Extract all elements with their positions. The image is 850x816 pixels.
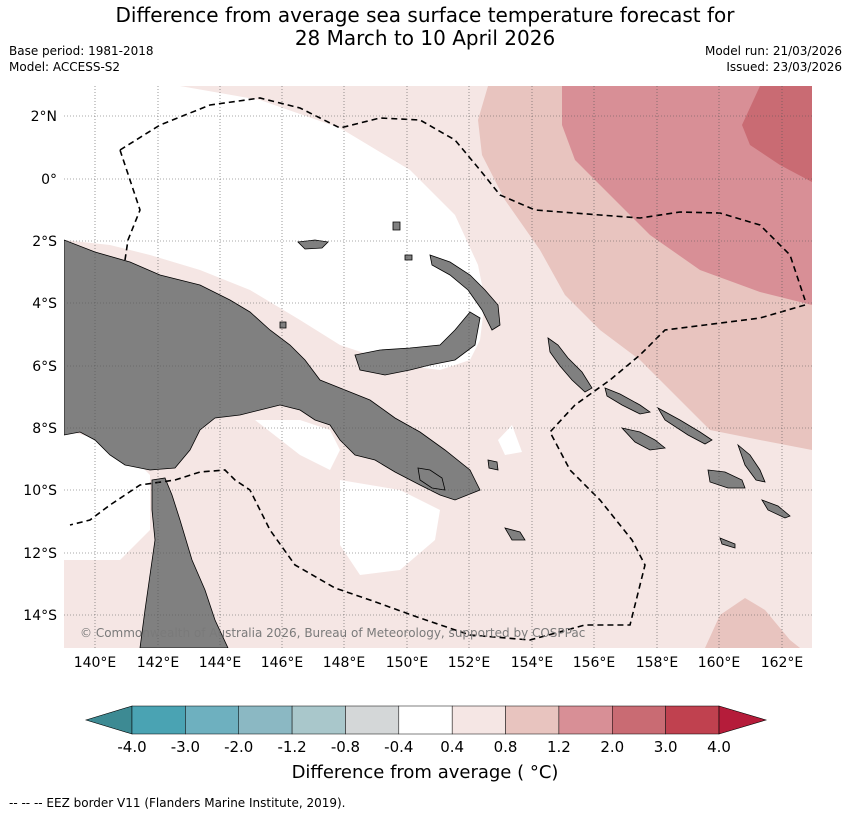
colorbar-tick-label: 1.2 (547, 738, 571, 756)
colorbar-segment (291, 705, 346, 735)
eez-border (69, 97, 806, 641)
land-bougainville (547, 337, 593, 393)
colorbar-tick-label: -0.4 (384, 738, 413, 756)
lon-tick-label: 152°E (448, 655, 491, 671)
lat-tick-label: 4°S (32, 296, 57, 312)
eez-legend-footnote: -- -- -- EEZ border V11 (Flanders Marine… (9, 796, 346, 810)
lon-tick-label: 148°E (323, 655, 366, 671)
gridlines (64, 86, 812, 648)
anomaly-zone-normal-small (498, 425, 522, 455)
anomaly-zone-2.0-3.0 (742, 86, 812, 182)
land-masses (64, 221, 791, 648)
colorbar-tick-label: 0.8 (494, 738, 518, 756)
anomaly-zone-0.8-1.2-south (705, 598, 800, 648)
lon-tick-label: 162°E (761, 655, 804, 671)
land-guadalcanal (707, 469, 746, 489)
colorbar-extend-high (718, 705, 768, 735)
title-line-1: Difference from average sea surface temp… (115, 3, 735, 27)
land-new-britain (354, 311, 481, 376)
issued-date: Issued: 23/03/2026 (726, 60, 842, 74)
title-line-2: 28 March to 10 April 2026 (294, 26, 556, 50)
land-new-ireland (429, 254, 501, 331)
colorbar: -4.0 -3.0 -2.0 -1.2 -0.8 -0.4 0.4 0.8 1.2 2.0 3.0 4… (84, 705, 768, 756)
colorbar-tick-label: -0.8 (331, 738, 360, 756)
colorbar-extend-low (84, 705, 133, 735)
anomaly-zone-normal-gulf (255, 420, 340, 470)
colorbar-segment (558, 705, 613, 735)
lon-axis-labels: 140°E 142°E 144°E 146°E 148°E 150°E 152°… (74, 655, 804, 671)
colorbar-tick-label: -2.0 (224, 738, 253, 756)
chart-title: Difference from average sea surface temp… (0, 4, 850, 50)
colorbar-tick-label: -3.0 (171, 738, 200, 756)
land-makira (761, 499, 791, 519)
lat-tick-label: 2°S (32, 234, 57, 250)
meta-left: Base period: 1981-2018 Model: ACCESS-S2 (9, 43, 154, 75)
colorbar-segment (238, 705, 293, 735)
lat-tick-label: 8°S (32, 421, 57, 437)
lon-tick-label: 150°E (386, 655, 429, 671)
land-small-islets (279, 221, 736, 549)
colorbar-tick-label: 3.0 (654, 738, 678, 756)
lat-axis-labels: 2°N 0° 2°S 4°S 6°S 8°S 10°S 12°S 14°S (23, 109, 57, 624)
lat-tick-label: 12°S (23, 546, 57, 562)
land-choiseul (604, 387, 651, 415)
colorbar-segment (612, 705, 666, 735)
colorbar-segment (665, 705, 720, 735)
lat-tick-label: 14°S (23, 608, 57, 624)
lon-tick-label: 154°E (511, 655, 554, 671)
colorbar-segment (185, 705, 239, 735)
model-run: Model run: 21/03/2026 (704, 44, 842, 58)
lat-tick-label: 6°S (32, 359, 57, 375)
lon-tick-label: 146°E (261, 655, 304, 671)
anomaly-zone-normal-north (64, 86, 485, 370)
lat-tick-label: 10°S (23, 483, 57, 499)
lon-tick-label: 144°E (199, 655, 242, 671)
lon-tick-label: 158°E (636, 655, 679, 671)
colorbar-segment (131, 705, 186, 735)
colorbar-title: Difference from average ( °C) (291, 762, 559, 783)
lon-tick-label: 160°E (698, 655, 741, 671)
lon-tick-label: 156°E (573, 655, 616, 671)
meta-right: Model run: 21/03/2026 Issued: 23/03/2026 (705, 43, 842, 75)
colorbar-segment (345, 705, 400, 735)
map-plot-area: © Commonwealth of Australia 2026, Bureau… (64, 86, 812, 648)
land-new-georgia (620, 427, 666, 451)
lat-tick-label: 2°N (31, 109, 57, 125)
colorbar-tick-label: -4.0 (117, 738, 146, 756)
model-name: Model: ACCESS-S2 (9, 60, 121, 74)
base-period: Base period: 1981-2018 (9, 44, 154, 58)
lat-tick-label: 0° (41, 172, 57, 188)
anomaly-zone-normal-coral (340, 480, 440, 575)
colorbar-segment (398, 705, 453, 735)
colorbar-segment (505, 705, 560, 735)
land-new-guinea (64, 239, 481, 501)
land-manus (297, 239, 329, 250)
lon-tick-label: 142°E (137, 655, 180, 671)
colorbar-tick-label: -1.2 (277, 738, 306, 756)
land-malaita (737, 443, 766, 483)
colorbar-tick-label: 0.4 (440, 738, 464, 756)
colorbar-tick-label: 2.0 (600, 738, 624, 756)
colorbar-tick-label: 4.0 (707, 738, 731, 756)
land-louisiades (504, 527, 526, 541)
land-santa-isabel (656, 406, 713, 445)
colorbar-segment (451, 705, 506, 735)
land-cape-york (139, 477, 229, 648)
lon-tick-label: 140°E (74, 655, 117, 671)
copyright-text: © Commonwealth of Australia 2026, Bureau… (80, 626, 585, 640)
